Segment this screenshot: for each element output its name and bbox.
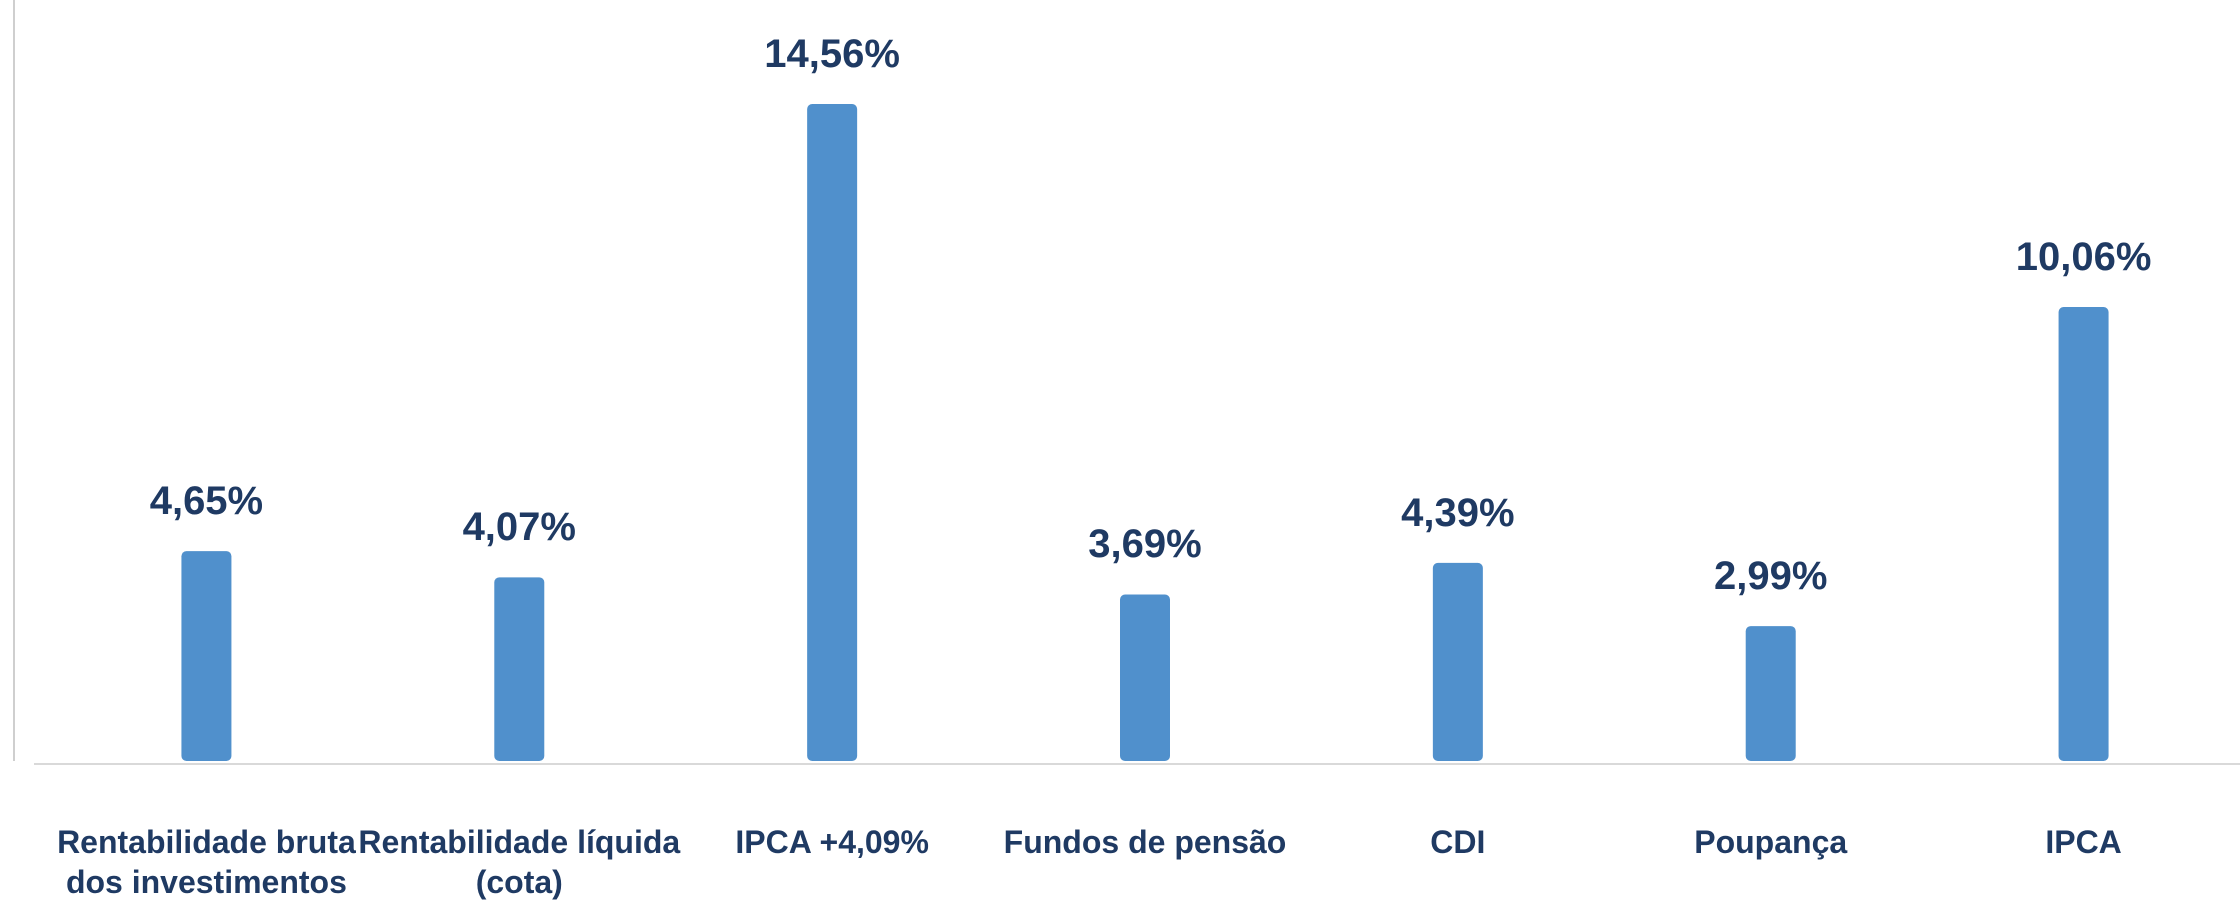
bar — [807, 104, 858, 761]
x-tick-label: Poupança — [1694, 824, 1848, 860]
x-tick-label: CDI — [1430, 824, 1486, 860]
value-label: 3,69% — [1088, 522, 1202, 567]
value-label: 4,65% — [149, 479, 264, 524]
bar — [1120, 594, 1170, 761]
value-label: 2,99% — [1713, 554, 1828, 599]
value-label: 4,07% — [462, 505, 576, 550]
x-tick-label: Fundos de pensão — [1003, 824, 1287, 860]
x-tick-label: Rentabilidade líquida (cota) — [358, 824, 681, 900]
bar — [1745, 626, 1796, 761]
x-tick-label: IPCA +4,09% — [735, 824, 929, 860]
bar — [494, 577, 545, 761]
value-label: 14,56% — [764, 32, 900, 76]
bar — [1432, 562, 1483, 761]
bar — [181, 551, 232, 761]
x-tick-label: IPCA — [2045, 824, 2122, 860]
value-label: 4,39% — [1401, 490, 1515, 535]
bar — [2058, 307, 2109, 761]
value-label: 10,06% — [2015, 235, 2152, 280]
x-tick-label: Rentabilidade bruta dos investimentos — [57, 824, 356, 900]
